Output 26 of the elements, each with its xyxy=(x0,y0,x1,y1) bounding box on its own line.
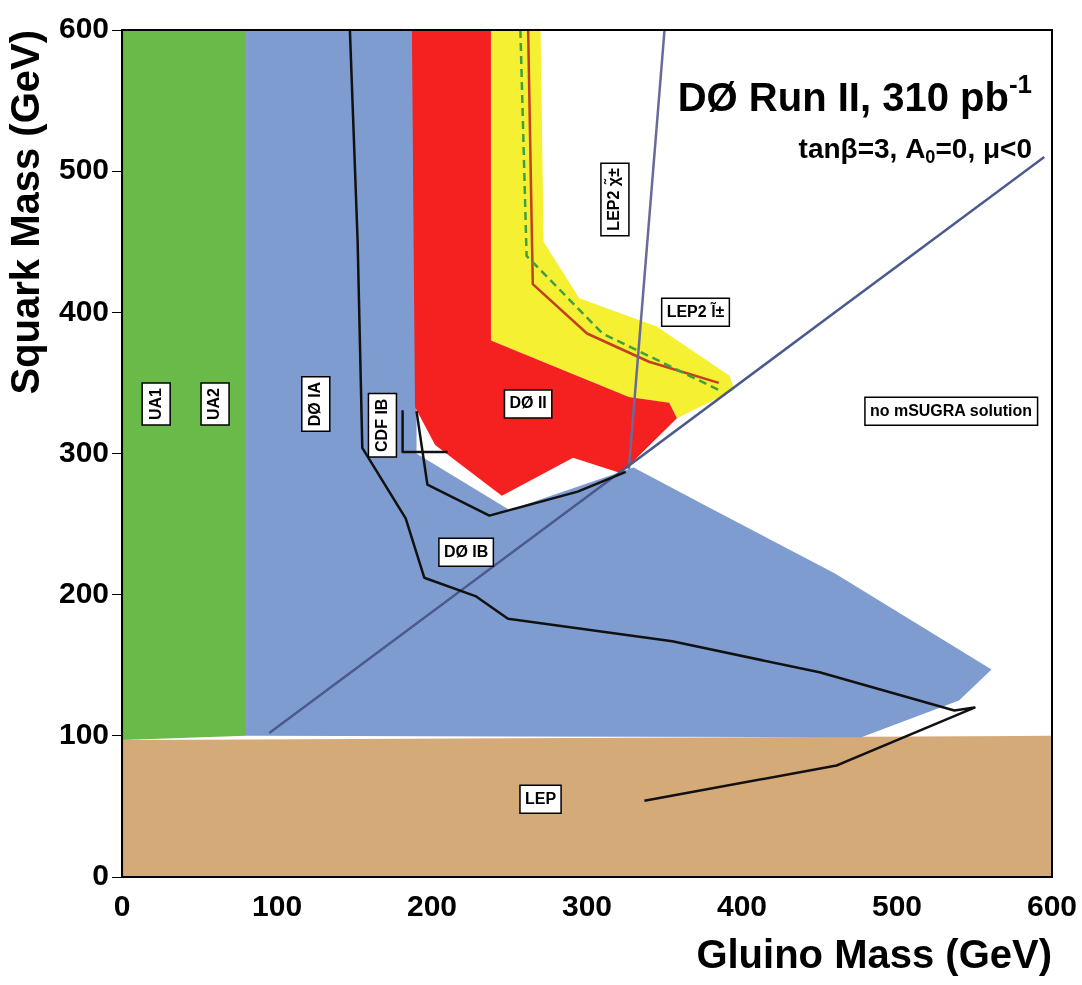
x-tick-label: 300 xyxy=(562,889,613,923)
annotation: DØ IB xyxy=(443,542,489,560)
annotation: UA1 xyxy=(146,387,164,421)
y-tick-label: 100 xyxy=(58,717,110,751)
annotation: LEP2 l̃± xyxy=(666,300,725,320)
x-tick-label: 600 xyxy=(1026,889,1078,923)
x-axis-title: Gluino Mass (GeV) xyxy=(696,932,1052,977)
annotation: CDF IB xyxy=(372,398,390,452)
x-tick-label: 200 xyxy=(407,889,458,923)
x-tick-label: 0 xyxy=(113,889,131,923)
annotation: no mSUGRA solution xyxy=(869,401,1032,419)
y-tick-label: 600 xyxy=(58,11,110,45)
x-tick-label: 100 xyxy=(252,889,303,923)
y-tick-label: 300 xyxy=(58,434,110,468)
annotation: DØ II xyxy=(509,394,547,412)
x-tick-label: 500 xyxy=(871,889,923,923)
y-tick-label: 500 xyxy=(58,152,110,186)
x-tick-label: 400 xyxy=(716,889,768,923)
y-axis-title: Squark Mass (GeV) xyxy=(3,30,48,395)
annotation: UA2 xyxy=(205,387,223,421)
y-tick-label: 0 xyxy=(92,858,110,892)
annotation: DØ IA xyxy=(306,381,324,427)
y-tick-label: 200 xyxy=(58,575,110,609)
annotation: LEP xyxy=(524,789,557,807)
y-tick-label: 400 xyxy=(58,293,110,327)
annotation: LEP2 χ̃± xyxy=(603,167,623,231)
